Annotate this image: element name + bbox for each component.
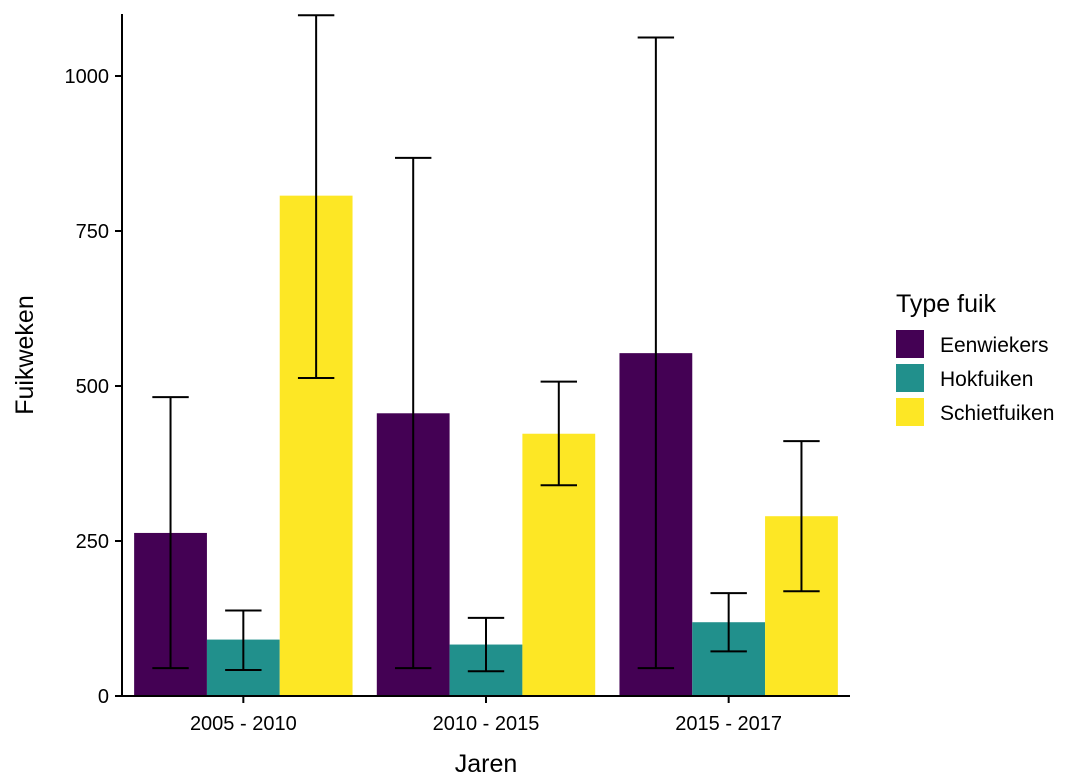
- y-tick-label: 500: [76, 376, 109, 398]
- error-bar: [637, 36, 675, 670]
- legend-swatch-eenwiekers: [896, 330, 924, 358]
- x-axis-title: Jaren: [455, 750, 518, 776]
- legend-label-schietfuiken: Schietfuiken: [940, 402, 1054, 425]
- error-bar: [152, 396, 189, 670]
- y-tick-label: 250: [76, 531, 109, 553]
- x-tick-label: 2005 - 2010: [190, 713, 297, 735]
- error-bar: [467, 616, 505, 673]
- y-axis-title: Fuikweken: [11, 295, 39, 415]
- error-bars-layer: [152, 14, 820, 673]
- error-bar: [540, 380, 577, 487]
- y-tick-label: 1000: [65, 66, 110, 88]
- error-bar: [225, 609, 262, 671]
- legend-swatch-schietfuiken: [896, 398, 924, 426]
- legend-title: Type fuik: [896, 290, 997, 318]
- x-tick-label: 2015 - 2017: [675, 713, 782, 735]
- x-axis-ticks: 2005 - 2010 2010 - 2015 2015 - 2017: [190, 696, 782, 735]
- error-bar: [395, 156, 432, 670]
- error-bar: [297, 14, 335, 379]
- y-tick-label: 0: [98, 686, 109, 708]
- x-tick-label: 2010 - 2015: [433, 713, 540, 735]
- error-bar: [783, 440, 820, 593]
- error-bar: [710, 592, 747, 653]
- legend-label-eenwiekers: Eenwiekers: [940, 334, 1049, 357]
- y-tick-label: 750: [76, 221, 109, 243]
- legend: Type fuik Eenwiekers Hokfuiken Schietfuike…: [896, 290, 1054, 426]
- legend-swatch-hokfuiken: [896, 364, 924, 392]
- y-axis-ticks: 0 250 500 750 1000: [65, 66, 122, 708]
- legend-label-hokfuiken: Hokfuiken: [940, 368, 1033, 391]
